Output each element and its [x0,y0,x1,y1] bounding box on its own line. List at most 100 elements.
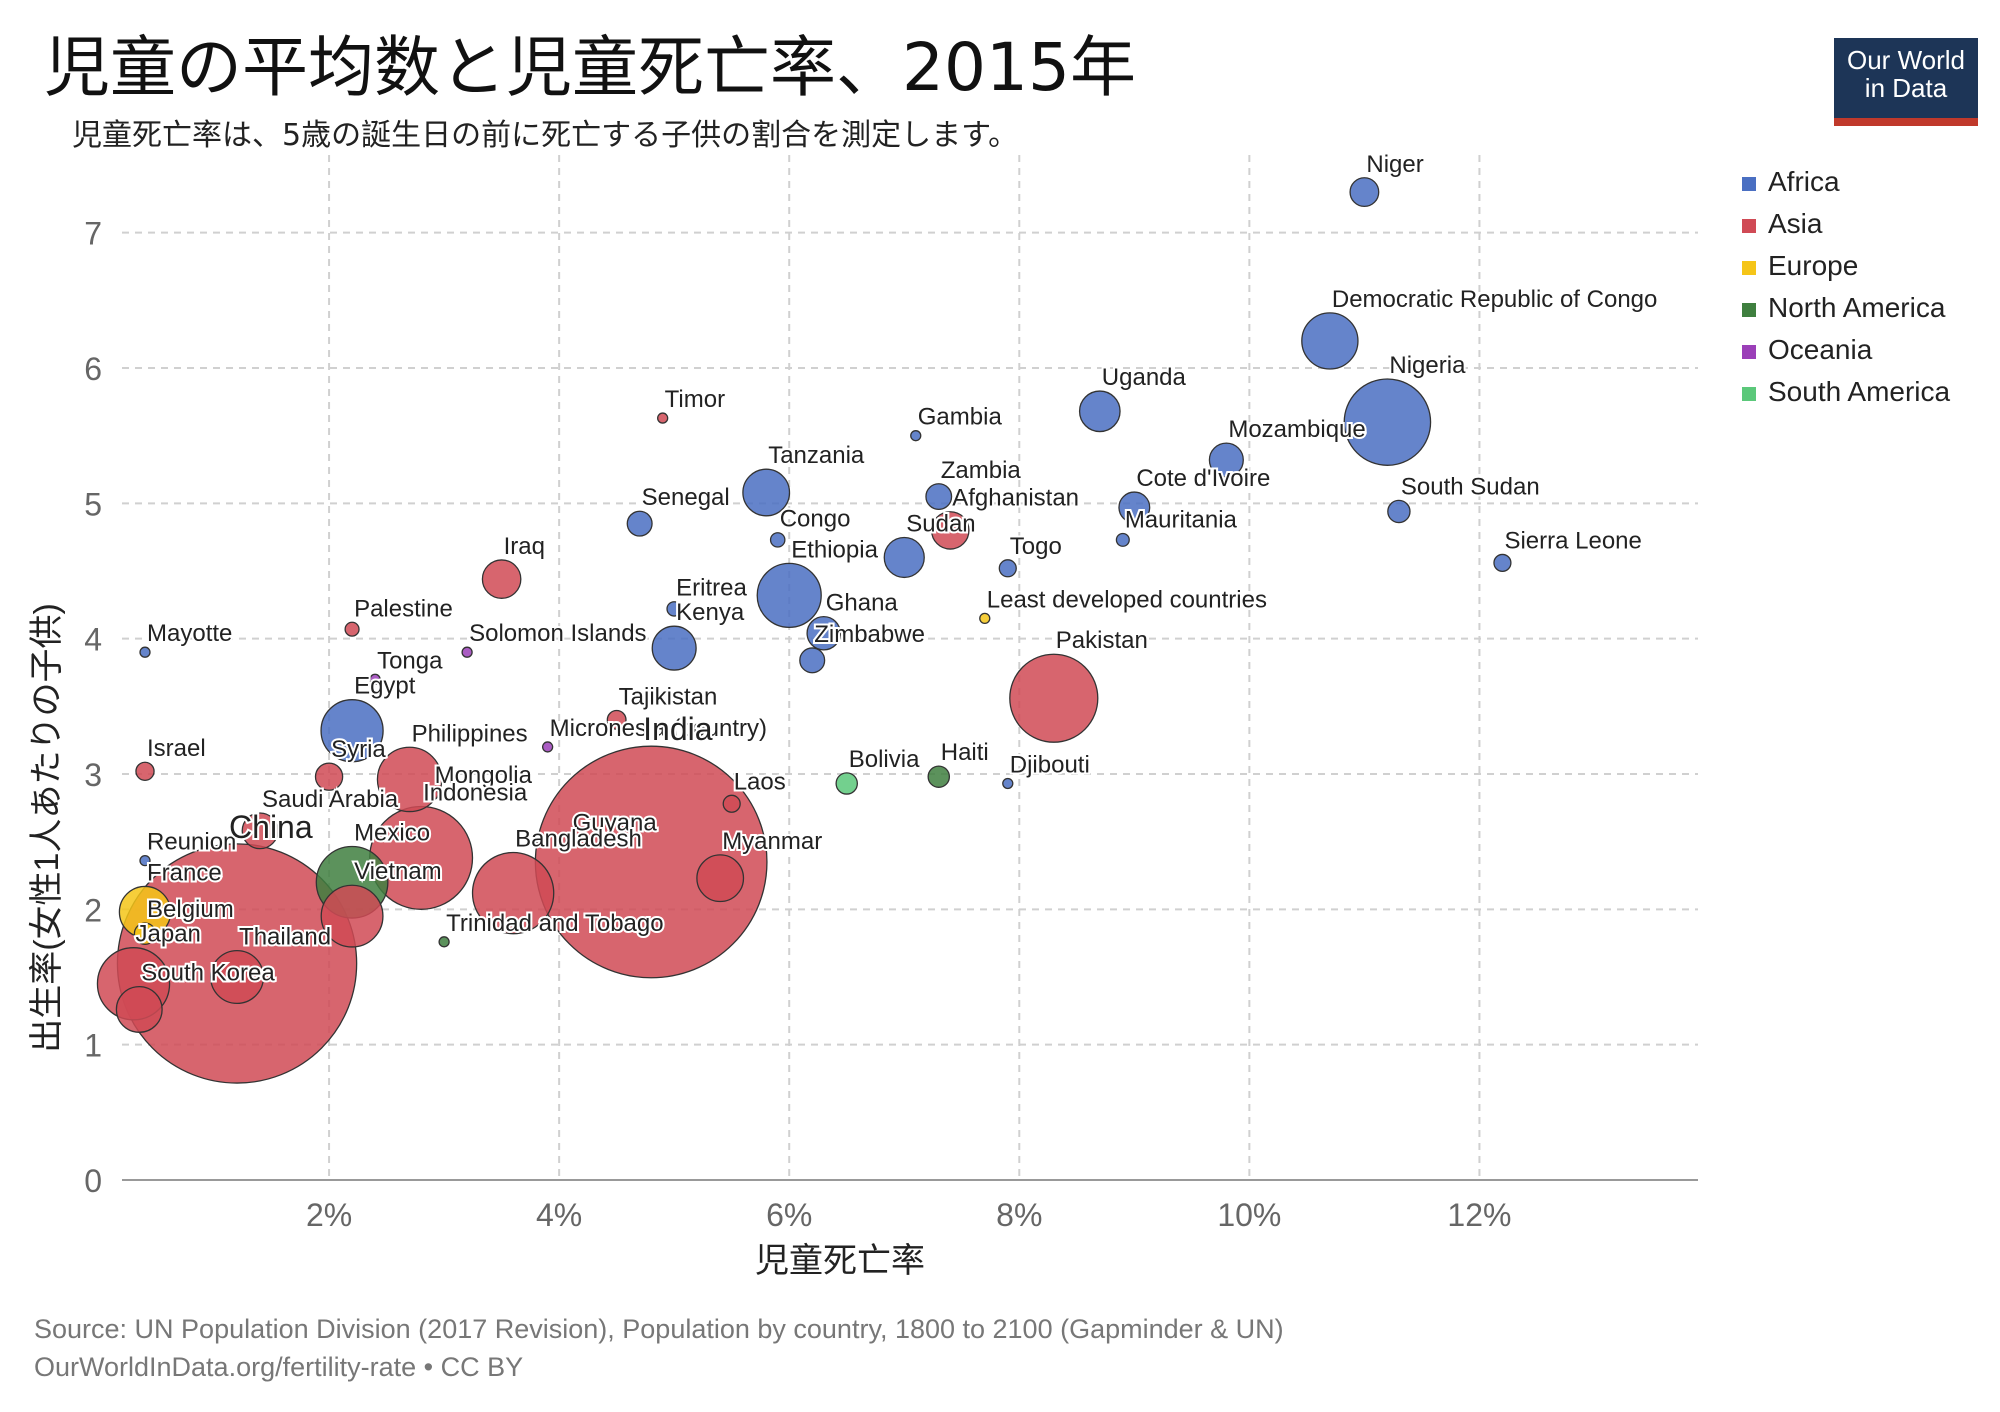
y-tick-label: 3 [84,757,102,793]
data-point [806,615,842,651]
point-label: Belgium [147,896,234,923]
point-label: India [643,711,713,747]
data-point [209,949,265,1005]
source-note: Source: UN Population Division (2017 Rev… [34,1314,1284,1344]
legend-swatch [1742,261,1756,275]
point-label: Tonga [377,647,443,674]
data-point [241,812,279,850]
x-axis-label: 児童死亡率 [755,1242,925,1280]
point-label: Timor [665,386,725,413]
data-point [979,612,991,625]
point-label: Mexico [354,819,430,846]
data-point [139,854,151,867]
point-label: South Korea [141,960,275,987]
point-label: Afghanistan [952,485,1079,512]
point-label: Reunion [147,829,236,856]
point-label: Indonesia [423,780,528,807]
point-label: Senegal [642,484,730,511]
data-point [1493,553,1512,572]
data-point [1301,312,1359,370]
point-label: Togo [1010,533,1062,560]
point-label: Micronesia (country) [550,715,767,742]
data-point [696,854,745,903]
legend-swatch [1742,387,1756,401]
y-tick-label: 6 [84,351,102,387]
data-point [461,646,473,658]
y-tick-label: 0 [84,1163,102,1199]
point-label: Bangladesh [515,825,642,852]
data-point [376,746,443,813]
point-label: Democratic Republic of Congo [1332,286,1658,313]
legend-swatch [1742,345,1756,359]
point-label: Laos [734,768,786,795]
point-label: Tajikistan [619,684,718,711]
y-tick-label: 1 [84,1028,102,1064]
logo-accent-bar [1834,118,1978,126]
legend-label: Europe [1768,250,1858,281]
data-point [133,922,157,945]
point-label: Mongolia [435,762,533,789]
legend: Africa Asia Europe North America Oceania Sout… [1742,166,1951,407]
point-label: Mauritania [1125,506,1238,533]
x-tick-label: 2% [306,1197,352,1233]
point-label: Mozambique [1228,416,1365,443]
legend-label: Asia [1768,208,1823,239]
owid-logo[interactable]: Our World in Data [1834,38,1978,126]
chart-subtitle: 児童死亡率は、5歳の誕生日の前に死亡する子供の割合を測定します。 [72,118,1019,153]
data-points [96,177,1512,1084]
y-tick-label: 4 [84,622,102,658]
point-label: Niger [1366,151,1423,178]
data-point [135,761,155,781]
point-label: South Sudan [1401,473,1540,500]
point-label: Philippines [412,720,528,747]
data-point [657,412,669,424]
grid-lines [122,155,1698,1180]
data-point [541,741,554,753]
data-point [606,709,627,730]
chart-title: 児童の平均数と児童死亡率、2015年 [44,29,1136,106]
data-point [799,647,826,674]
point-label: Tanzania [768,442,865,469]
point-label: Least developed countries [987,586,1267,613]
point-label: Solomon Islands [469,620,646,647]
data-point [139,646,151,658]
point-label: Sudan [906,510,975,537]
point-labels: Niger Democratic Republic of Congo Uganda N… [134,149,1660,989]
data-point [722,794,741,813]
point-label: Haiti [941,739,989,766]
point-label: Egypt [354,673,416,700]
data-point [835,772,858,795]
point-label: Kenya [676,599,745,626]
data-point [1343,378,1432,466]
point-label: Ghana [826,590,899,617]
data-point [998,559,1017,578]
data-point [769,532,786,548]
point-label: Guyana [573,810,658,837]
data-point [756,562,822,629]
point-label: Ethiopia [791,536,878,563]
x-tick-label: 12% [1447,1197,1511,1233]
y-tick-label: 5 [84,486,102,522]
logo-line-2: in Data [1864,73,1948,103]
point-label: Djibouti [1010,751,1090,778]
data-point [626,510,653,537]
legend-label: Oceania [1768,334,1873,365]
data-point [1115,532,1130,547]
data-point [927,765,951,788]
data-point [925,483,953,511]
point-label: Congo [780,506,851,533]
point-label: Uganda [1102,364,1187,391]
point-label: Pakistan [1056,627,1148,654]
data-point [481,559,522,599]
data-point [1387,499,1411,524]
point-label: Palestine [354,595,453,622]
point-label: Syria [331,736,386,763]
data-point [438,936,450,948]
license-link[interactable]: OurWorldInData.org/fertility-rate • CC B… [34,1352,524,1382]
data-point [1349,177,1380,208]
legend-label: South America [1768,376,1951,407]
point-label: Zimbabwe [814,621,925,648]
x-tick-label: 8% [996,1197,1042,1233]
legend-swatch [1742,219,1756,233]
data-point [320,884,384,948]
